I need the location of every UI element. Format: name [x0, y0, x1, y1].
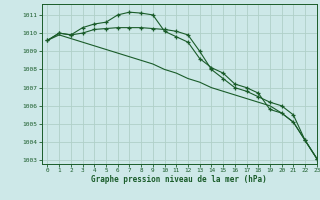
X-axis label: Graphe pression niveau de la mer (hPa): Graphe pression niveau de la mer (hPa): [91, 175, 267, 184]
